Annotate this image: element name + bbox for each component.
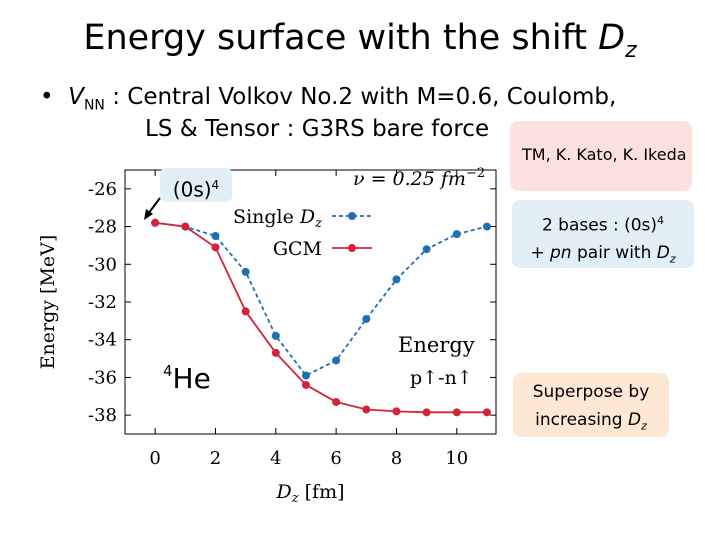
bullet-line-1: • VNN : Central Volkov No.2 with M=0.6, … — [40, 84, 617, 114]
bullet-line-2: LS & Tensor : G3RS bare force — [145, 116, 490, 142]
y-tick-label: -28 — [88, 217, 117, 238]
data-point-0 — [452, 230, 461, 239]
data-point-0 — [332, 356, 341, 365]
data-point-1 — [301, 380, 310, 389]
x-tick-label: 4 — [270, 448, 281, 469]
data-point-1 — [211, 243, 220, 252]
data-point-0 — [482, 222, 491, 231]
data-point-1 — [452, 408, 461, 417]
nu-label: ν = 0.25 fm−2 — [353, 166, 485, 190]
superpose-line-1: Superpose by — [532, 382, 650, 402]
y-tick-label: -34 — [88, 330, 117, 351]
data-point-0 — [271, 331, 280, 340]
data-point-0 — [392, 275, 401, 284]
bases-box: 2 bases : (0s)4 + pn pair with Dz — [512, 200, 694, 268]
data-point-1 — [271, 348, 280, 357]
y-tick-label: -26 — [88, 179, 117, 200]
data-point-0 — [362, 314, 371, 323]
series-line-1 — [155, 221, 487, 414]
x-tick-label: 10 — [445, 448, 468, 469]
data-point-1 — [362, 405, 371, 414]
pointer-arrowhead — [144, 209, 153, 220]
data-point-1 — [422, 408, 431, 417]
data-point-0 — [211, 232, 220, 240]
he4-label: 4He — [163, 362, 211, 395]
data-point-1 — [482, 408, 491, 417]
slide-title: Energy surface with the shift Dz — [83, 18, 637, 63]
y-tick-label: -36 — [88, 367, 117, 388]
chart-marks: Single Dz GCM ν = 0.25 fm−2 Energy p↑-n↑ — [144, 166, 491, 417]
energy-label: Energy — [398, 333, 475, 357]
data-point-1 — [151, 218, 160, 227]
legend-marker-0 — [348, 212, 356, 220]
x-axis-label: Dz [fm] — [275, 481, 344, 506]
legend-marker-1 — [348, 244, 356, 252]
data-point-1 — [332, 397, 341, 406]
superpose-line-2: increasing Dz — [535, 410, 647, 433]
y-axis-label: Energy [MeV] — [37, 235, 59, 370]
data-point-0 — [301, 371, 310, 380]
legend-label-1: GCM — [273, 238, 322, 260]
data-point-1 — [241, 307, 250, 316]
data-point-0 — [241, 267, 250, 276]
superpose-box: Superpose by increasing Dz — [513, 373, 669, 437]
series-line-0 — [155, 221, 488, 377]
y-tick-label: -30 — [88, 254, 117, 275]
x-tick-label: 8 — [391, 448, 402, 469]
pointer-arrow — [147, 197, 161, 215]
os4-label: (0s)4 — [160, 168, 232, 202]
y-tick-label: -38 — [88, 405, 117, 426]
bases-line-2: + pn pair with Dz — [530, 242, 676, 266]
spin-label: p↑-n↑ — [410, 367, 473, 389]
x-tick-label: 0 — [149, 448, 160, 469]
data-point-1 — [392, 407, 401, 416]
bases-line-1: 2 bases : (0s)4 — [541, 214, 665, 236]
chart-axes: -26 -28 -30 -32 -34 -36 -38 0 2 4 6 8 10 Energy [MeV]… — [37, 169, 497, 506]
legend-label-0: Single Dz — [233, 206, 322, 231]
data-point-0 — [422, 245, 431, 254]
credit-box: TM, K. Kato, K. Ikeda — [510, 121, 692, 191]
x-tick-label: 2 — [210, 448, 221, 469]
y-tick-label: -32 — [88, 292, 117, 313]
data-point-1 — [181, 222, 190, 231]
credit-text: TM, K. Kato, K. Ikeda — [522, 145, 687, 164]
x-tick-label: 6 — [330, 448, 341, 469]
